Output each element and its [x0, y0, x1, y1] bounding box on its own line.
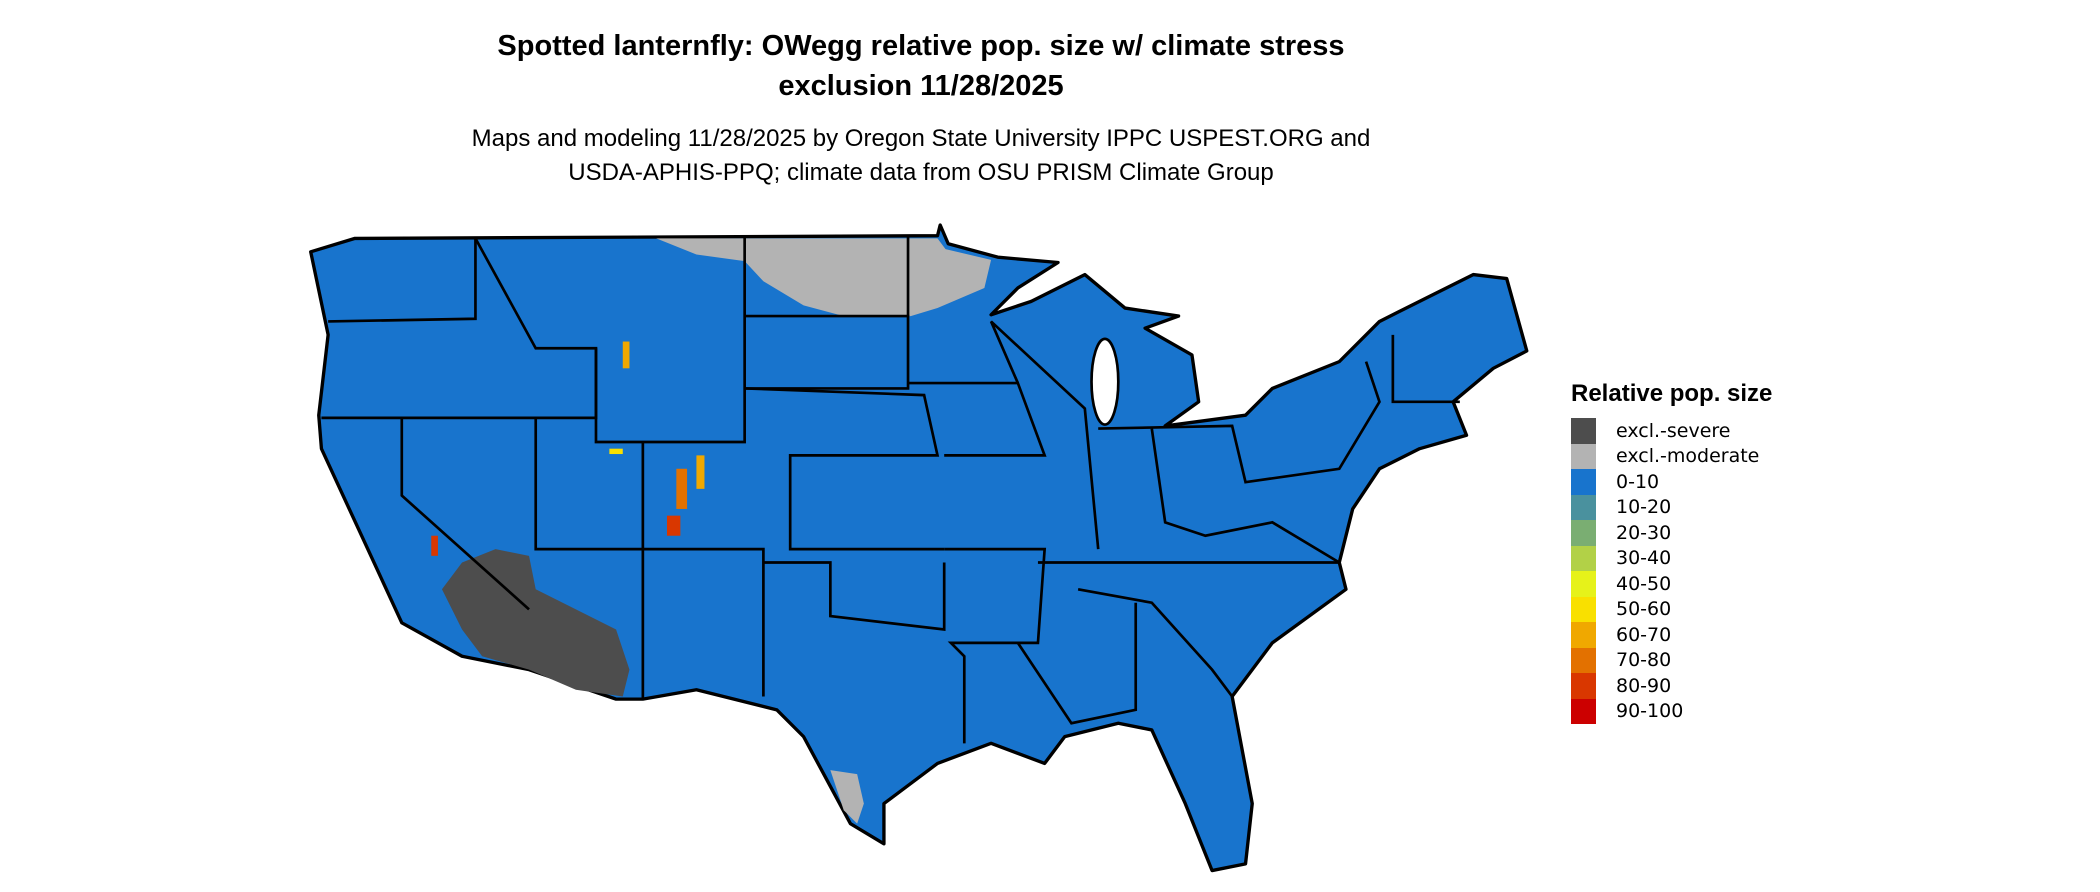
legend-swatch: [1571, 698, 1596, 724]
legend-label: 30-40: [1616, 547, 1672, 570]
subtitle-line1: Maps and modeling 11/28/2025 by Oregon S…: [471, 125, 1371, 152]
legend-label: excl.-severe: [1616, 419, 1731, 442]
legend-swatch: [1571, 418, 1596, 444]
legend-label: 0-10: [1616, 470, 1660, 493]
legend-item: 20-30: [1571, 520, 1772, 546]
legend-item: 90-100: [1571, 698, 1772, 724]
subtitle-line2: USDA-APHIS-PPQ; climate data from OSU PR…: [568, 159, 1274, 186]
legend-item: 50-60: [1571, 596, 1772, 622]
legend-item: 10-20: [1571, 494, 1772, 520]
legend-title: Relative pop. size: [1571, 380, 1773, 407]
legend-swatch: [1571, 647, 1596, 673]
legend-label: excl.-moderate: [1616, 445, 1760, 468]
legend-item: 0-10: [1571, 469, 1772, 495]
legend-label: 60-70: [1616, 623, 1672, 646]
legend-swatch: [1571, 494, 1596, 520]
legend: Relative pop. size excl.-severe excl.-mod…: [1571, 380, 1772, 724]
legend-item: 70-80: [1571, 647, 1772, 673]
legend-label: 90-100: [1616, 700, 1684, 723]
legend-swatch: [1571, 571, 1596, 597]
legend-swatch: [1571, 596, 1596, 622]
legend-swatch: [1571, 469, 1596, 495]
legend-swatch: [1571, 520, 1596, 546]
excl-severe-region-southwest: [441, 549, 630, 697]
excl-moderate-region-texas: [830, 770, 864, 824]
legend-item: 80-90: [1571, 673, 1772, 699]
map-title-line1: Spotted lanternfly: OWegg relative pop. …: [497, 30, 1345, 62]
legend-item: excl.-severe: [1571, 418, 1772, 444]
legend-item: 30-40: [1571, 545, 1772, 571]
legend-label: 40-50: [1616, 572, 1672, 595]
map-title-line2: exclusion 11/28/2025: [778, 70, 1064, 102]
legend-label: 50-60: [1616, 598, 1672, 621]
lake-michigan: [1090, 337, 1120, 426]
legend-item: 40-50: [1571, 571, 1772, 597]
legend-item: 60-70: [1571, 622, 1772, 648]
legend-label: 10-20: [1616, 496, 1672, 519]
legend-swatch: [1571, 443, 1596, 469]
legend-label: 20-30: [1616, 521, 1672, 544]
legend-swatch: [1571, 673, 1596, 699]
legend-item: excl.-moderate: [1571, 443, 1772, 469]
high-suitability-patches: [431, 341, 705, 556]
legend-swatch: [1571, 622, 1596, 648]
legend-swatch: [1571, 545, 1596, 571]
legend-label: 80-90: [1616, 674, 1672, 697]
legend-label: 70-80: [1616, 649, 1672, 672]
state-borders: [321, 235, 1460, 744]
